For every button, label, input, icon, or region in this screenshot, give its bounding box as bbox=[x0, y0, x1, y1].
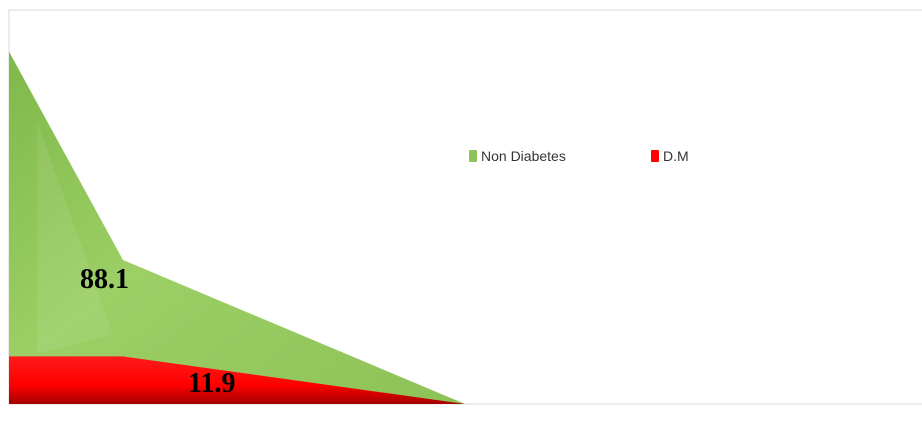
area-series-dm bbox=[9, 356, 465, 404]
data-label-non-diabetes: 88.1 bbox=[80, 264, 129, 295]
area-bevel-highlight bbox=[37, 121, 113, 354]
legend-label-non-diabetes: Non Diabetes bbox=[481, 148, 566, 164]
legend-swatch-non-diabetes bbox=[469, 150, 477, 162]
legend-swatch-dm bbox=[651, 150, 659, 162]
area-series-non-diabetes bbox=[9, 51, 465, 404]
legend: Non Diabetes D.M bbox=[469, 148, 689, 164]
legend-label-dm: D.M bbox=[663, 148, 689, 164]
data-label-dm: 11.9 bbox=[188, 368, 235, 399]
